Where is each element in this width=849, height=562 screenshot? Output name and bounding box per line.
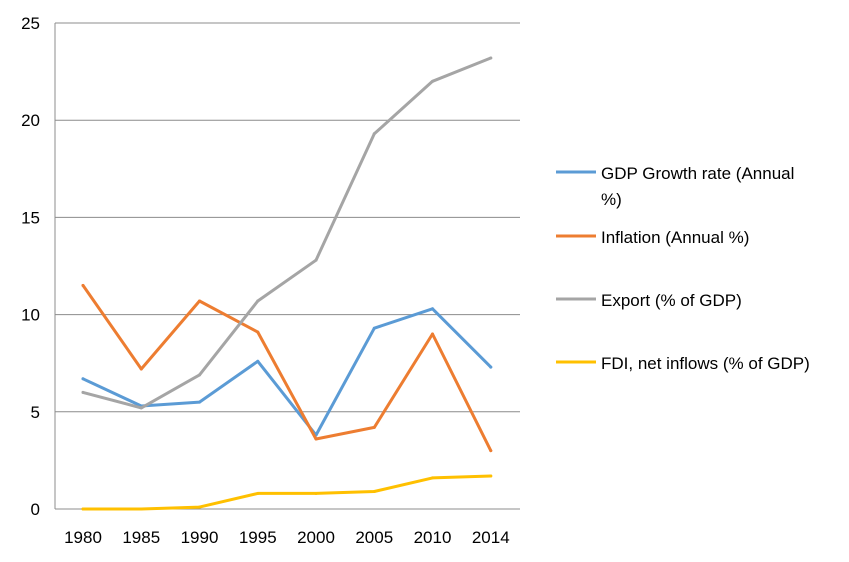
data-point — [81, 283, 85, 287]
data-point — [198, 400, 201, 404]
series-line-2 — [81, 283, 493, 453]
x-tick-label: 2010 — [414, 528, 452, 547]
legend: GDP Growth rate (Annual%) Inflation (Annu… — [556, 164, 810, 373]
x-tick-label: 2000 — [297, 528, 335, 547]
data-point — [198, 299, 201, 303]
y-tick-label: 5 — [31, 403, 40, 422]
data-point — [431, 79, 434, 83]
legend-label: GDP Growth rate (Annual — [601, 164, 794, 183]
data-point — [198, 373, 201, 377]
data-point — [139, 367, 143, 371]
data-point — [431, 332, 434, 336]
data-point — [372, 425, 376, 429]
legend-label: %) — [601, 190, 622, 209]
x-tick-label: 1990 — [181, 528, 219, 547]
y-tick-label: 15 — [21, 208, 40, 227]
data-point — [489, 474, 493, 478]
data-point — [256, 359, 260, 363]
series-lines — [81, 56, 493, 511]
series-line-4 — [81, 474, 493, 511]
data-point — [256, 491, 260, 495]
data-point — [314, 491, 318, 495]
legend-label: Inflation (Annual %) — [601, 228, 749, 247]
data-point — [372, 132, 376, 136]
data-point — [139, 406, 143, 410]
data-point — [372, 326, 376, 330]
x-tick-label: 1995 — [239, 528, 277, 547]
y-tick-label: 25 — [21, 14, 40, 33]
data-point — [431, 476, 434, 480]
series-line-1 — [81, 307, 493, 437]
gridlines — [54, 22, 520, 510]
data-point — [198, 505, 201, 509]
x-tick-label: 2014 — [472, 528, 510, 547]
data-point — [314, 437, 318, 441]
data-point — [81, 507, 85, 511]
y-tick-label: 10 — [21, 306, 40, 325]
data-point — [81, 377, 85, 381]
series-line-3 — [81, 56, 493, 410]
y-axis-ticks: 0 5 10 15 20 25 — [21, 14, 40, 519]
y-tick-label: 0 — [31, 500, 40, 519]
x-tick-label: 1985 — [122, 528, 160, 547]
data-point — [489, 449, 493, 453]
data-point — [314, 258, 318, 262]
y-tick-label: 20 — [21, 111, 40, 130]
data-point — [256, 299, 260, 303]
x-tick-label: 2005 — [355, 528, 393, 547]
data-point — [489, 365, 493, 369]
legend-label: Export (% of GDP) — [601, 291, 742, 310]
data-point — [81, 390, 85, 394]
data-point — [139, 507, 143, 511]
data-point — [256, 330, 260, 334]
data-point — [372, 490, 376, 494]
data-point — [489, 56, 493, 60]
legend-label: FDI, net inflows (% of GDP) — [601, 354, 810, 373]
x-axis-ticks: 1980 1985 1990 1995 2000 2005 2010 2014 — [64, 528, 510, 547]
x-tick-label: 1980 — [64, 528, 102, 547]
data-point — [431, 307, 434, 311]
